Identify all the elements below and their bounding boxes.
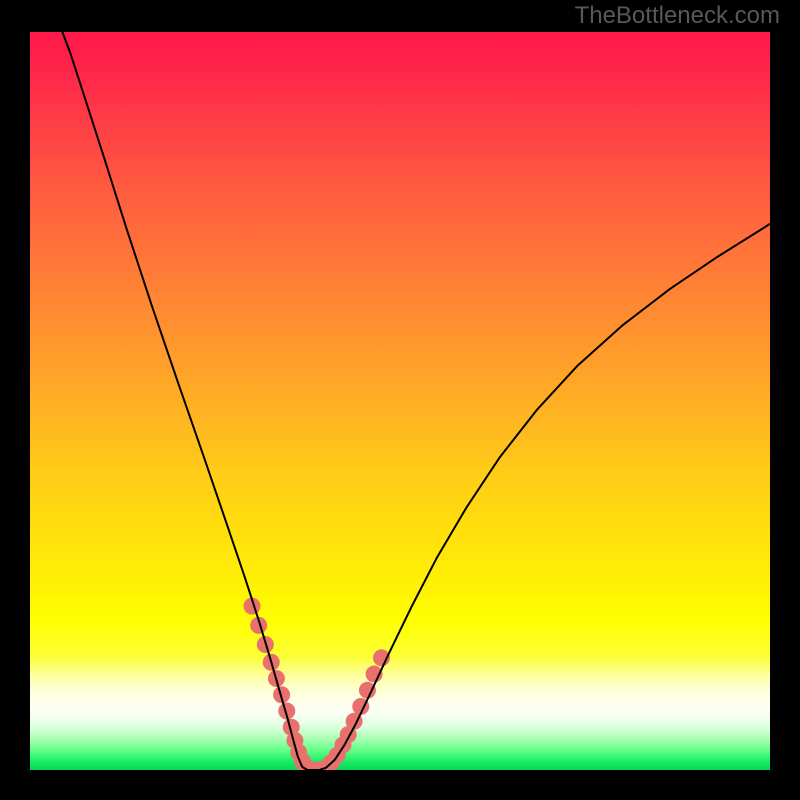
watermark-text: TheBottleneck.com [575, 2, 780, 30]
bottleneck-chart [0, 0, 800, 800]
plot-background [30, 32, 770, 770]
